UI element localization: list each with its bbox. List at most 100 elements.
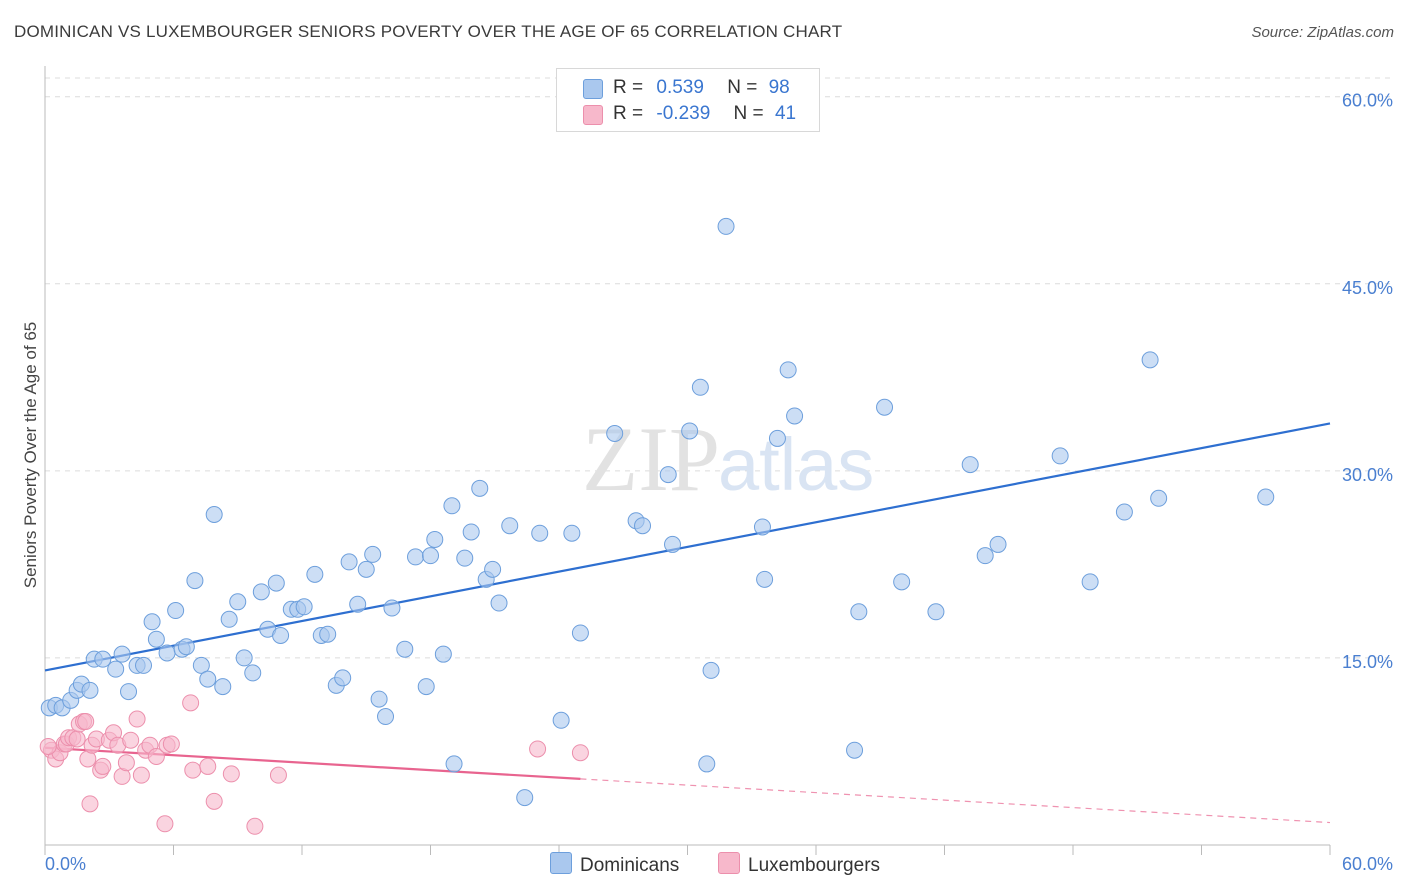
legend-item-dominicans: Dominicans (550, 852, 679, 877)
n-label: N = (727, 77, 758, 98)
data-point (143, 613, 161, 631)
data-point (702, 661, 720, 679)
data-point (377, 708, 395, 726)
data-point (779, 361, 797, 379)
data-point (717, 217, 735, 235)
watermark-atlas: atlas (718, 423, 874, 506)
data-point (81, 795, 99, 813)
data-point (664, 535, 682, 553)
data-point (370, 690, 388, 708)
data-point (753, 518, 771, 536)
data-point (417, 678, 435, 696)
data-point (434, 645, 452, 663)
data-point (107, 660, 125, 678)
correlation-legend: R = 0.539 N = 98 R = -0.239 N = 41 (556, 68, 820, 132)
data-point (340, 553, 358, 571)
data-point (426, 530, 444, 548)
data-point (77, 713, 95, 731)
data-point (563, 524, 581, 542)
data-point (205, 792, 223, 810)
data-point (235, 649, 253, 667)
data-point (167, 602, 185, 620)
data-point (529, 740, 547, 758)
data-point (306, 565, 324, 583)
data-point (267, 574, 285, 592)
data-point (606, 424, 624, 442)
data-point (571, 744, 589, 762)
data-point (117, 754, 135, 772)
data-point (205, 506, 223, 524)
x-tick-label: 60.0% (1342, 854, 1393, 874)
data-point (192, 656, 210, 674)
data-point (269, 766, 287, 784)
data-point (490, 594, 508, 612)
data-point (147, 747, 165, 765)
n-value-luxembourgers: 41 (774, 103, 797, 124)
data-point (186, 572, 204, 590)
data-point (571, 624, 589, 642)
data-point (756, 570, 774, 588)
data-point (927, 603, 945, 621)
r-label: R = (613, 77, 644, 98)
data-point (220, 610, 238, 628)
data-point (229, 593, 247, 611)
data-point (244, 664, 262, 682)
swatch-dominicans (550, 852, 572, 874)
y-tick-label: 30.0% (1342, 465, 1393, 485)
data-point (516, 789, 534, 807)
data-point (295, 598, 313, 616)
data-point (132, 766, 150, 784)
data-point (976, 547, 994, 565)
tick-labels: 15.0% 30.0% 45.0% 60.0% 0.0% 60.0% (45, 91, 1393, 874)
data-point (484, 560, 502, 578)
data-point (113, 645, 131, 663)
r-value-luxembourgers: -0.239 (656, 103, 711, 124)
axes (44, 66, 1331, 855)
data-point (1115, 503, 1133, 521)
legend-label-luxembourgers: Luxembourgers (748, 855, 881, 876)
series-dominicans (40, 80, 1275, 807)
y-tick-label: 60.0% (1342, 91, 1393, 111)
data-point (456, 549, 474, 567)
data-point (768, 429, 786, 447)
data-point (846, 741, 864, 759)
data-point (162, 735, 180, 753)
n-value-dominicans: 98 (768, 77, 790, 98)
data-point (272, 626, 290, 644)
data-point (471, 479, 489, 497)
data-point (893, 573, 911, 591)
data-point (364, 545, 382, 563)
x-tick-label: 0.0% (45, 854, 86, 874)
data-point (147, 630, 165, 648)
data-point (407, 548, 425, 566)
data-point (182, 694, 200, 712)
data-point (531, 524, 549, 542)
data-point (135, 656, 153, 674)
y-axis-label: Seniors Poverty Over the Age of 65 (21, 322, 40, 588)
data-point (222, 765, 240, 783)
data-point (552, 711, 570, 729)
data-point (214, 678, 232, 696)
swatch-dominicans (583, 79, 603, 99)
data-point (94, 650, 112, 668)
data-point (158, 644, 176, 662)
data-point (122, 731, 140, 749)
data-point (396, 640, 414, 658)
data-point (443, 497, 461, 515)
data-point (383, 599, 401, 617)
swatch-luxembourgers (718, 852, 740, 874)
watermark-zip: ZIP (582, 408, 720, 510)
data-point (177, 638, 195, 656)
data-point (68, 730, 86, 748)
data-point (120, 683, 138, 701)
data-point (252, 583, 270, 601)
data-point (422, 547, 439, 565)
data-point (246, 817, 264, 835)
data-point (334, 669, 352, 687)
data-point (961, 456, 979, 474)
y-tick-label: 45.0% (1342, 278, 1393, 298)
data-point (445, 755, 463, 773)
y-tick-label: 15.0% (1342, 652, 1393, 672)
data-point (319, 625, 337, 643)
